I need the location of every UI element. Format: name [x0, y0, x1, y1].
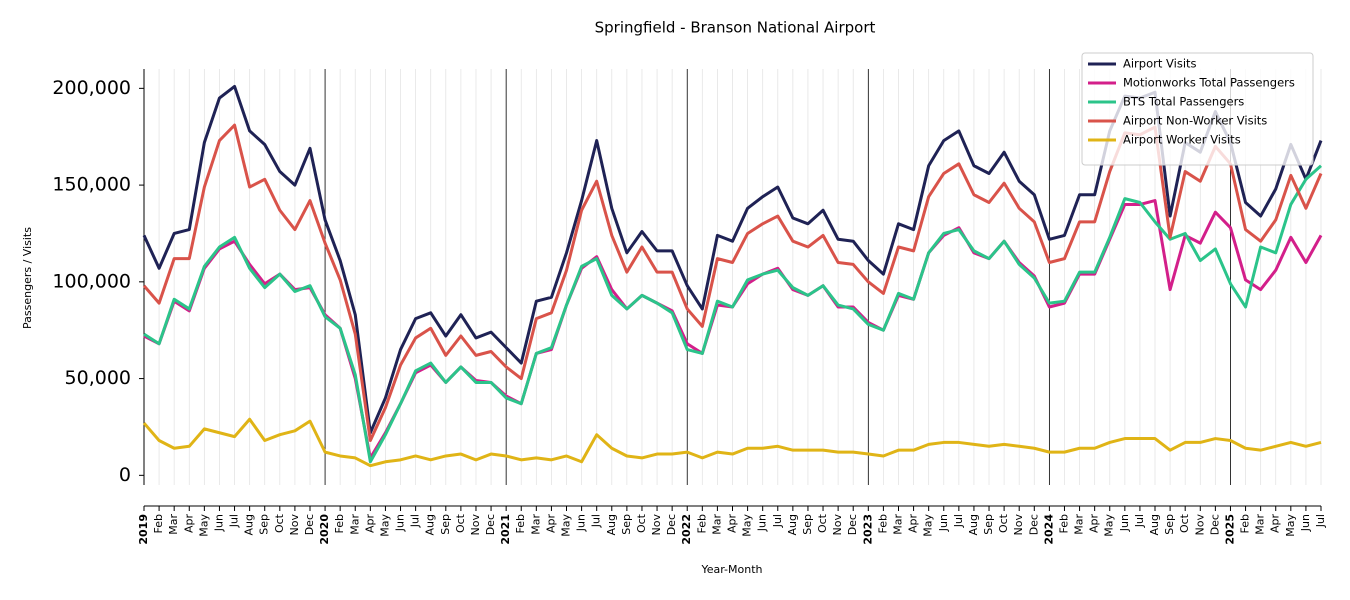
x-tick-label: 2024 [1042, 514, 1055, 545]
x-tick-label: May [1103, 514, 1116, 537]
x-tick-label: Jun [1299, 514, 1312, 532]
y-tick-label: 0 [119, 464, 131, 486]
y-tick-label: 200,000 [52, 77, 131, 99]
x-tick-label: Sep [982, 514, 995, 535]
x-tick-label: Dec [1208, 514, 1221, 535]
x-tick-label: Sep [620, 514, 633, 535]
x-tick-label: Feb [333, 514, 346, 533]
x-tick-label: Jun [394, 514, 407, 532]
x-tick-label: Aug [424, 514, 437, 535]
x-tick-label: Sep [439, 514, 452, 535]
legend-label: Motionworks Total Passengers [1123, 76, 1295, 90]
x-tick-label: Apr [363, 514, 376, 534]
x-tick-label: 2019 [137, 514, 150, 545]
x-tick-label: Apr [1088, 514, 1101, 534]
x-tick-label: Jul [1133, 514, 1146, 528]
x-tick-label: 2020 [318, 514, 331, 545]
x-tick-label: Jun [937, 514, 950, 532]
x-tick-label: 2022 [680, 514, 693, 545]
legend-label: Airport Non-Worker Visits [1123, 114, 1267, 128]
y-tick-label: 150,000 [52, 174, 131, 196]
x-tick-label: Feb [1239, 514, 1252, 533]
legend-label: Airport Worker Visits [1123, 133, 1241, 147]
legend-box [1081, 52, 1314, 166]
x-tick-label: May [560, 514, 573, 537]
x-tick-label: Jun [212, 514, 225, 532]
x-tick-label: Nov [831, 514, 844, 536]
x-tick-label: Oct [997, 513, 1010, 533]
x-tick-label: Mar [710, 514, 723, 535]
x-tick-label: Dec [303, 514, 316, 535]
x-tick-label: Oct [454, 513, 467, 533]
x-tick-label: Mar [891, 514, 904, 535]
x-tick-label: Sep [801, 514, 814, 535]
x-tick-label: Aug [605, 514, 618, 535]
x-tick-label: Oct [1178, 513, 1191, 533]
x-tick-label: Sep [258, 514, 271, 535]
x-tick-label: Feb [876, 514, 889, 533]
x-tick-label: Mar [1254, 514, 1267, 535]
x-tick-label: Jun [1118, 514, 1131, 532]
x-tick-label: Oct [273, 513, 286, 533]
x-tick-label: Aug [243, 514, 256, 535]
x-tick-label: Jun [575, 514, 588, 532]
x-tick-label: Oct [816, 513, 829, 533]
x-tick-label: Mar [348, 514, 361, 535]
x-tick-label: Aug [786, 514, 799, 535]
x-tick-label: Dec [484, 514, 497, 535]
x-tick-label: May [922, 514, 935, 537]
legend: Airport Visits Motionworks Total Passenge… [1081, 52, 1314, 166]
x-tick-label: Jul [590, 514, 603, 528]
x-tick-label: May [378, 514, 391, 537]
x-tick-label: Feb [152, 514, 165, 533]
x-tick-label: Dec [1027, 514, 1040, 535]
x-tick-label: Jul [952, 514, 965, 528]
legend-label: Airport Visits [1123, 57, 1197, 71]
x-tick-label: Jun [756, 514, 769, 532]
x-tick-label: Oct [635, 513, 648, 533]
x-tick-label: Apr [726, 514, 739, 534]
x-tick-label: Nov [469, 514, 482, 536]
x-tick-label: 2025 [1223, 514, 1236, 545]
x-tick-label: Feb [1057, 514, 1070, 533]
x-tick-label: Aug [1148, 514, 1161, 535]
x-tick-label: Apr [544, 514, 557, 534]
y-tick-label: 50,000 [65, 367, 131, 389]
legend-label: BTS Total Passengers [1123, 95, 1244, 109]
series-line [142, 417, 1322, 468]
chart-title: Springfield - Branson National Airport [595, 19, 876, 37]
x-tick-label: Jul [228, 514, 241, 528]
x-tick-label: Dec [846, 514, 859, 535]
x-tick-label: Jul [409, 514, 422, 528]
x-tick-label: May [1284, 514, 1297, 537]
x-tick-label: Feb [514, 514, 527, 533]
x-tick-label: Jul [771, 514, 784, 528]
x-tick-label: 2021 [499, 514, 512, 545]
x-tick-label: Mar [529, 514, 542, 535]
y-tick-label: 100,000 [52, 270, 131, 292]
x-tick-label: Dec [665, 514, 678, 535]
x-tick-label: Mar [1073, 514, 1086, 535]
x-tick-label: 2023 [861, 514, 874, 545]
x-tick-label: Nov [1012, 514, 1025, 536]
x-tick-label: Apr [1269, 514, 1282, 534]
x-axis-label: Year-Month [700, 563, 762, 576]
x-tick-label: May [741, 514, 754, 537]
x-tick-label: Feb [695, 514, 708, 533]
x-tick-label: May [197, 514, 210, 537]
x-tick-label: Jul [1314, 514, 1327, 528]
x-tick-label: Sep [1163, 514, 1176, 535]
x-tick-label: Aug [967, 514, 980, 535]
x-tick-label: Mar [167, 514, 180, 535]
x-tick-label: Nov [1193, 514, 1206, 536]
y-axis-label: Passengers / Visits [21, 227, 34, 329]
x-tick-label: Nov [650, 514, 663, 536]
series-line [143, 164, 1323, 464]
x-tick-label: Nov [288, 514, 301, 536]
x-tick-label: Apr [182, 514, 195, 534]
x-tick-label: Apr [907, 514, 920, 534]
